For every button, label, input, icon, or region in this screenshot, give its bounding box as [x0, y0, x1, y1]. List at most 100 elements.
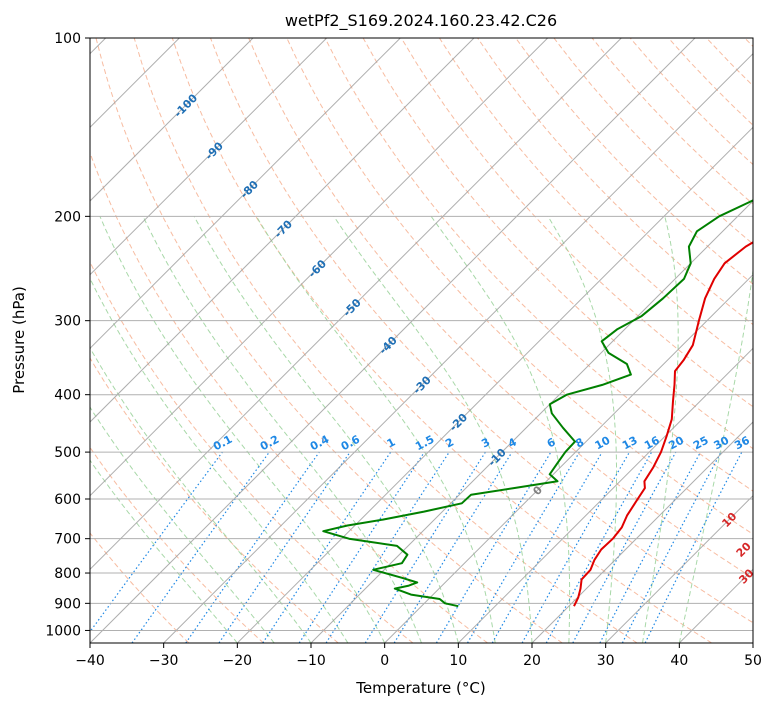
isotherm-line: [90, 38, 254, 202]
isotherm-line: [90, 38, 549, 497]
y-tick-label: 600: [54, 492, 81, 508]
dry-adiabat-line: [90, 357, 339, 643]
mixing-ratio-line: [90, 451, 223, 633]
moist-adiabat-line: [90, 406, 275, 643]
isotherm-line: [90, 38, 475, 423]
moist-adiabats: [90, 216, 753, 643]
x-tick-label: 20: [523, 653, 541, 669]
dry-adiabat-line: [95, 38, 563, 643]
isotherms: [90, 38, 753, 643]
x-axis-label: Temperature (°C): [355, 679, 485, 697]
x-tick-label: 0: [380, 653, 389, 669]
isotherm-line: [90, 38, 696, 643]
isotherm-line: [90, 38, 401, 350]
mixing-ratio-label: 13: [620, 434, 640, 453]
isotherm-line: [163, 52, 753, 643]
mixing-ratio-label: 20: [666, 434, 686, 453]
x-axis-ticks: −40 −30 −20 −10 0 10 20 30 40 50: [75, 643, 762, 669]
mixing-ratio-line: [572, 451, 677, 643]
y-tick-label: 500: [54, 445, 81, 461]
mixing-ratio-label: 1: [385, 435, 398, 450]
y-tick-label: 100: [54, 31, 81, 47]
plot-frame: [89, 37, 754, 644]
y-tick-label: 900: [54, 596, 81, 612]
mixing-ratio-label: 30: [712, 434, 732, 453]
x-tick-label: 30: [597, 653, 615, 669]
y-tick-label: 700: [54, 532, 81, 548]
mixing-ratio-line: [466, 451, 580, 643]
dry-adiabat-line: [438, 38, 753, 367]
dry-adiabat-line: [90, 260, 414, 643]
moist-adiabat-line: [547, 216, 617, 643]
mixing-ratio-label: 2: [443, 435, 456, 450]
dry-adiabat-label: 40: [749, 591, 769, 611]
mixing-ratio-label: 36: [732, 434, 752, 453]
y-tick-label: 400: [54, 388, 81, 404]
x-tick-label: −40: [75, 653, 105, 669]
moist-adiabat-line: [193, 216, 459, 643]
moist-adiabat-line: [99, 216, 386, 643]
moist-adiabat-line: [255, 216, 496, 643]
isotherm-line: [236, 126, 753, 643]
mixing-ratio-label: 0.1: [211, 433, 234, 454]
mixing-ratio-label: 16: [642, 434, 662, 453]
y-axis-label: Pressure (hPa): [10, 286, 28, 394]
mixing-ratio-line: [545, 451, 653, 643]
isotherm-line: [384, 273, 753, 643]
x-tick-label: 10: [449, 653, 467, 669]
isotherm-line: [90, 38, 622, 571]
moist-adiabat-line: [90, 459, 238, 643]
dry-adiabat-line: [90, 446, 264, 643]
mixing-ratio-line: [298, 451, 425, 643]
mixing-ratio-line: [644, 451, 743, 643]
isotherm-label: -70: [272, 217, 295, 240]
isotherm-line: [531, 421, 753, 643]
mixing-ratio-line: [521, 451, 631, 643]
mixing-ratio-line: [262, 451, 392, 643]
moist-adiabat-line: [678, 266, 753, 643]
mixing-ratio-label: 0.2: [258, 433, 281, 454]
mixing-ratio-label: 0.4: [308, 433, 332, 454]
mixing-ratio-line: [621, 451, 722, 643]
dry-adiabat-line: [515, 38, 753, 285]
dry-adiabat-line: [668, 38, 753, 126]
dry-adiabat-line: [248, 38, 753, 579]
mixing-ratio-line: [218, 451, 351, 643]
x-tick-label: −10: [296, 653, 326, 669]
y-tick-label: 1000: [45, 623, 81, 639]
mixing-ratio-label: 25: [691, 434, 711, 453]
mixing-ratio-label: 10: [593, 434, 613, 453]
isotherm-line: [605, 494, 753, 643]
moist-adiabat-line: [642, 216, 679, 643]
y-tick-label: 200: [54, 209, 81, 225]
pressure-gridlines: [90, 38, 753, 631]
isotherm-label: -100: [172, 91, 201, 120]
dry-adiabat-line: [210, 38, 753, 624]
dewpoint-line: [322, 199, 753, 608]
moist-adiabat-line: [333, 216, 533, 643]
y-axis-ticks: 100 200 300 400 500 600 700 800 900 1000: [45, 31, 90, 639]
dry-adiabat-line: [90, 532, 190, 643]
dry-adiabat-line: [324, 38, 753, 492]
moist-adiabat-line: [430, 216, 571, 643]
temperature-line: [573, 241, 753, 607]
moist-adiabat-line: [142, 216, 422, 643]
dry-adiabat-line: [171, 38, 712, 643]
isotherm-line: [310, 200, 753, 643]
mixing-ratio-line: [435, 451, 552, 643]
x-tick-label: 50: [744, 653, 762, 669]
x-tick-label: −20: [223, 653, 253, 669]
mixing-ratio-line: [393, 451, 513, 643]
mixing-ratio-label: 1.5: [413, 433, 436, 454]
y-tick-label: 300: [54, 314, 81, 330]
mixing-ratio-line: [599, 451, 702, 643]
x-tick-label: 40: [670, 653, 688, 669]
y-tick-label: 800: [54, 566, 81, 582]
mixing-ratio-line: [325, 451, 450, 643]
sounding-series: [322, 199, 753, 608]
isotherm-line: [90, 38, 328, 276]
mixing-ratio-label: 4: [506, 435, 519, 450]
moist-adiabat-line: [90, 346, 312, 643]
mixing-ratio-lines: [90, 451, 743, 643]
plot-area: 0.1 0.2 0.4 0.6 1 1.5 2 3 4 6 8 10 13 16 20 25 30 36-100-…: [90, 38, 769, 643]
